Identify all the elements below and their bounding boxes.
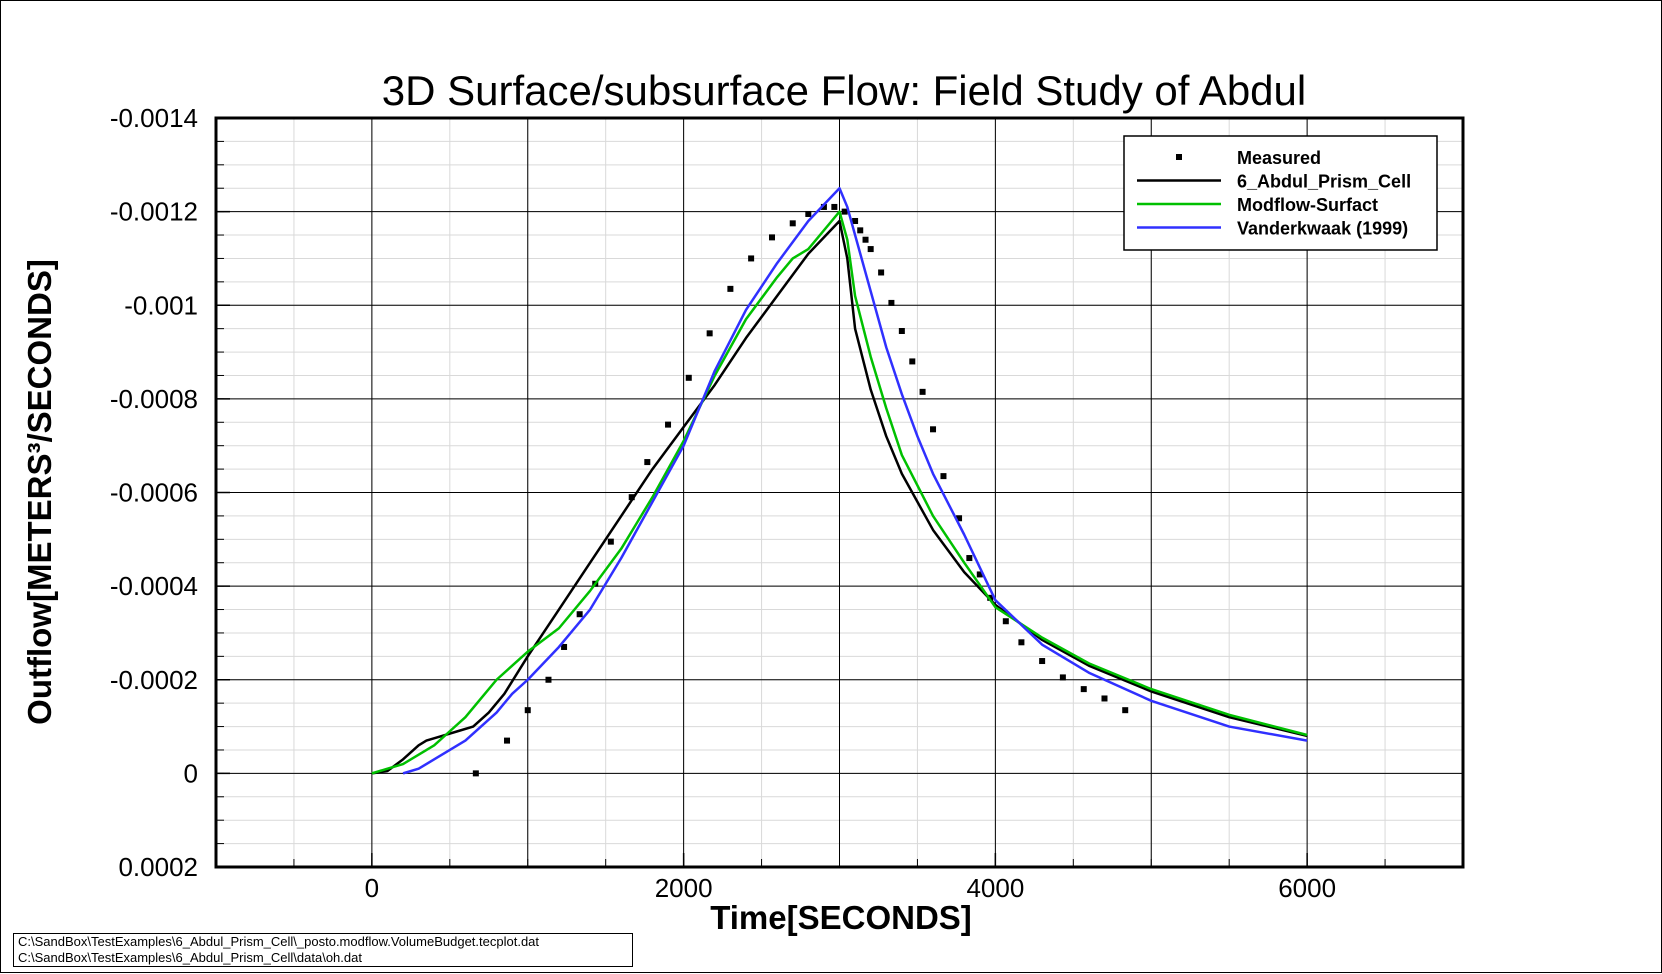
measured-point xyxy=(706,330,713,337)
y-tick-label: -0.0008 xyxy=(110,384,198,414)
data-file-list: C:\SandBox\TestExamples\6_Abdul_Prism_Ce… xyxy=(13,933,633,967)
measured-point xyxy=(898,327,905,334)
measured-point xyxy=(628,494,635,501)
measured-point xyxy=(956,515,963,522)
legend-entry-label: 6_Abdul_Prism_Cell xyxy=(1237,172,1411,192)
measured-point xyxy=(504,737,511,744)
series-line-vanderkwaak-1999- xyxy=(402,186,1308,775)
x-tick-label: 4000 xyxy=(966,873,1024,903)
legend-entry-label: Vanderkwaak (1999) xyxy=(1237,219,1408,239)
measured-point xyxy=(1080,686,1087,693)
measured-point xyxy=(867,246,874,253)
measured-point xyxy=(862,236,869,243)
x-tick-label: 2000 xyxy=(655,873,713,903)
legend: Measured 6_Abdul_Prism_Cell Modflow-Surfac… xyxy=(1123,135,1438,251)
measured-point xyxy=(644,459,651,466)
y-tick-label: -0.0002 xyxy=(110,665,198,695)
measured-point xyxy=(909,358,916,365)
measured-point xyxy=(1059,674,1066,681)
legend-marker xyxy=(1176,154,1182,160)
measured-point xyxy=(940,473,947,480)
measured-point xyxy=(805,210,812,217)
legend-entry-label: Measured xyxy=(1237,148,1321,168)
measured-point xyxy=(857,227,864,234)
measured-point xyxy=(524,707,531,714)
data-file-path-1: C:\SandBox\TestExamples\6_Abdul_Prism_Ce… xyxy=(18,934,540,949)
measured-point xyxy=(1101,695,1108,702)
measured-point xyxy=(841,208,848,215)
tick-labels: 0 2000 4000 6000 -0.0014 -0.0012 -0.001 -0.0008… xyxy=(110,103,1336,903)
plot-border xyxy=(214,116,1465,869)
y-axis-label: Outflow[METERS³/SECONDS] xyxy=(21,259,58,725)
measured-point xyxy=(878,269,885,276)
measured-point xyxy=(831,203,838,210)
y-tick-label: -0.0014 xyxy=(110,103,198,133)
measured-point xyxy=(561,643,568,650)
x-tick-label: 0 xyxy=(365,873,379,903)
measured-point xyxy=(727,285,734,292)
chart-title: 3D Surface/subsurface Flow: Field Study … xyxy=(382,67,1306,114)
measured-point xyxy=(748,255,755,262)
measured-point xyxy=(1002,618,1009,625)
series-line-6-abdul-prism-cell xyxy=(371,219,1308,775)
measured-point xyxy=(919,388,926,395)
measured-point xyxy=(576,611,583,618)
y-tick-label: -0.0004 xyxy=(110,571,198,601)
y-tick-label: 0.0002 xyxy=(118,852,198,882)
series-line-modflow-surfact xyxy=(371,210,1308,775)
legend-entry-label: Modflow-Surfact xyxy=(1237,195,1378,215)
measured-point xyxy=(769,234,776,241)
measured-point xyxy=(1018,639,1025,646)
series-layer xyxy=(371,186,1308,777)
y-tick-label: 0 xyxy=(184,758,198,788)
x-tick-label: 6000 xyxy=(1278,873,1336,903)
y-tick-label: -0.001 xyxy=(124,290,198,320)
measured-point xyxy=(1122,707,1129,714)
measured-point xyxy=(789,220,796,227)
x-axis-label: Time[SECONDS] xyxy=(710,899,972,936)
measured-point xyxy=(966,555,973,562)
measured-point xyxy=(1039,658,1046,665)
measured-point xyxy=(888,299,895,306)
measured-point xyxy=(852,217,859,224)
measured-point xyxy=(930,426,937,433)
measured-point xyxy=(820,203,827,210)
measured-point xyxy=(685,374,692,381)
data-file-path-2: C:\SandBox\TestExamples\6_Abdul_Prism_Ce… xyxy=(18,950,362,965)
measured-point xyxy=(976,571,983,578)
measured-point xyxy=(472,770,479,777)
y-tick-label: -0.0012 xyxy=(110,197,198,227)
measured-point xyxy=(545,676,552,683)
measured-point xyxy=(607,538,614,545)
y-tick-label: -0.0006 xyxy=(110,478,198,508)
measured-point xyxy=(665,421,672,428)
